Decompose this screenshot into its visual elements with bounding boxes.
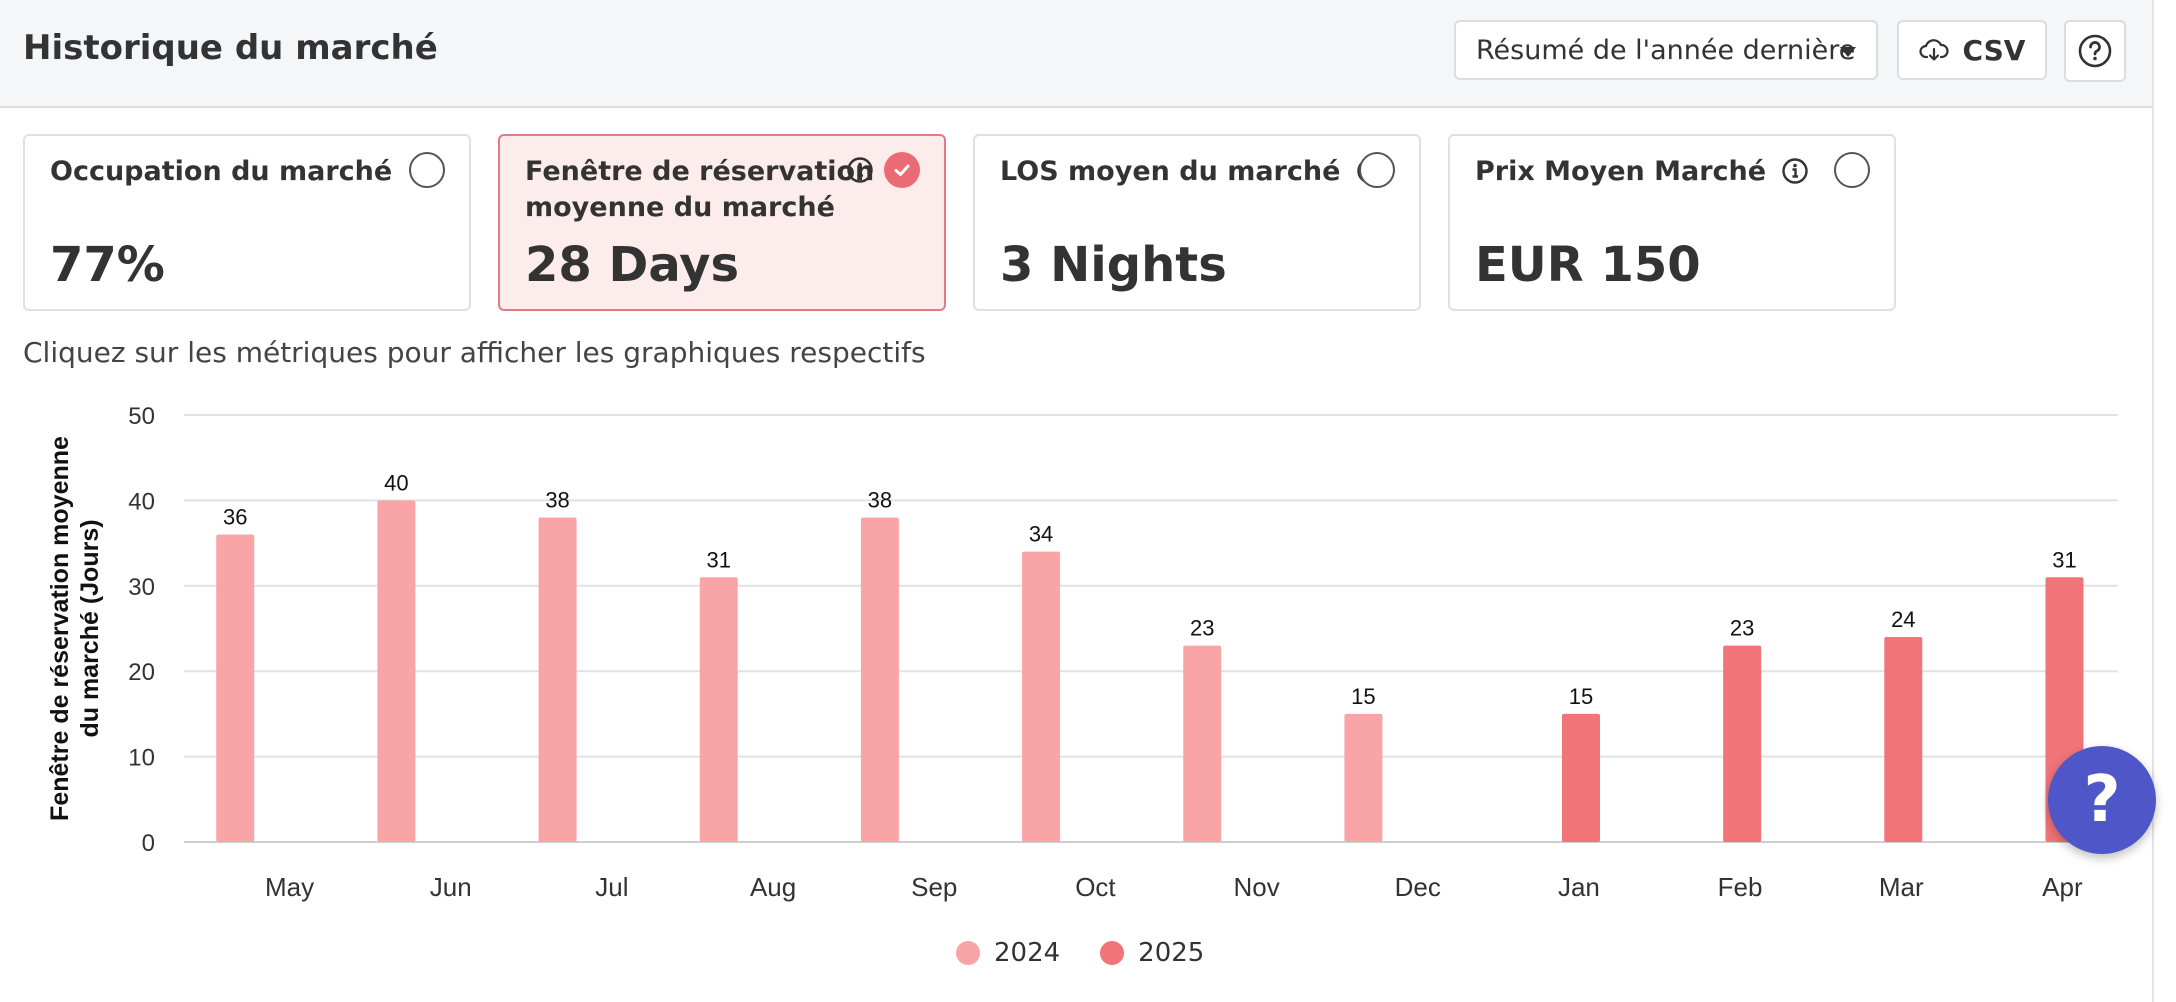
data-label: 34 <box>1029 522 1053 547</box>
metric-card-occupancy[interactable]: Occupation du marché 77% <box>23 134 471 311</box>
data-label: 38 <box>868 487 892 512</box>
bar-2024-Dec <box>1344 713 1383 842</box>
data-label: 23 <box>1190 616 1214 641</box>
bar-2024-May <box>216 534 255 842</box>
panel-header: Historique du marché Résumé de l'année d… <box>0 0 2152 108</box>
data-label: 15 <box>1569 684 1593 709</box>
data-label: 31 <box>706 547 730 572</box>
y-tick-label: 0 <box>142 830 155 857</box>
metric-value: EUR 150 <box>1475 237 1701 293</box>
y-axis-label-line1: Fenêtre de réservation moyenne <box>46 436 74 821</box>
info-icon[interactable] <box>1781 157 1809 185</box>
x-tick-label: Aug <box>750 872 796 902</box>
metric-label: Occupation du marché <box>50 154 436 190</box>
data-label: 38 <box>545 487 569 512</box>
metric-value: 28 Days <box>525 237 740 293</box>
x-tick-label: Dec <box>1395 872 1441 902</box>
chevron-down-icon <box>1840 47 1856 57</box>
metric-label-text: Occupation du marché <box>50 156 393 187</box>
x-tick-label: Apr <box>2042 872 2083 902</box>
x-tick-label: Mar <box>1879 872 1924 902</box>
cloud-download-icon <box>1919 39 1949 61</box>
metric-label-text: Fenêtre de réservation <box>525 156 875 187</box>
data-label: 40 <box>384 470 408 495</box>
y-tick-label: 50 <box>128 403 155 430</box>
x-tick-label: Feb <box>1718 872 1763 902</box>
booking-window-bar-chart: 0 10 20 30 40 50 Fenêtre de réservation moyenn… <box>46 403 2118 902</box>
legend-dot-2024 <box>956 941 980 965</box>
bar-2024-Jul <box>538 517 577 842</box>
legend-item-2024[interactable]: 2024 <box>956 938 1060 968</box>
metric-radio[interactable] <box>409 152 445 188</box>
metrics-hint: Cliquez sur les métriques pour afficher … <box>23 336 926 369</box>
metric-value: 77% <box>50 237 165 293</box>
metric-radio[interactable] <box>1834 152 1870 188</box>
bar-2024-Aug <box>699 577 738 842</box>
metric-label: Fenêtre de réservation moyenne du marché <box>525 154 874 226</box>
bar-2024-Oct <box>1022 551 1061 842</box>
data-label: 31 <box>2052 547 2076 572</box>
page-title: Historique du marché <box>23 28 438 68</box>
metric-card-avg-price[interactable]: Prix Moyen Marché EUR 150 <box>1448 134 1896 311</box>
chart-legend: 2024 2025 <box>956 938 1204 968</box>
metric-radio-checked[interactable] <box>884 152 920 188</box>
metric-card-los[interactable]: LOS moyen du marché 3 Nights <box>973 134 1421 311</box>
x-tick-label: Nov <box>1233 872 1279 902</box>
help-chat-button[interactable]: ? <box>2048 746 2156 854</box>
y-tick-label: 10 <box>128 745 155 772</box>
bar-2025-Mar <box>1884 637 1923 842</box>
y-tick-label: 20 <box>128 659 155 686</box>
data-label: 24 <box>1891 607 1915 632</box>
period-select-value: Résumé de l'année dernière <box>1476 34 1856 66</box>
period-select[interactable]: Résumé de l'année dernière <box>1454 20 1878 80</box>
metric-label-text: Prix Moyen Marché <box>1475 156 1767 187</box>
metric-label-text-line2: moyenne du marché <box>525 192 835 223</box>
bar-2024-Sep <box>860 517 899 842</box>
x-tick-label: Jun <box>430 872 472 902</box>
legend-item-2025[interactable]: 2025 <box>1100 938 1204 968</box>
y-axis-label-line2: du marché (Jours) <box>76 519 104 737</box>
y-tick-label: 40 <box>128 488 155 515</box>
legend-label: 2024 <box>994 938 1061 968</box>
x-tick-label: Sep <box>911 872 957 902</box>
csv-label: CSV <box>1962 33 2026 67</box>
legend-label: 2025 <box>1138 938 1205 968</box>
metric-label-text: LOS moyen du marché <box>1000 156 1341 187</box>
data-label: 23 <box>1730 616 1754 641</box>
x-tick-label: Jul <box>595 872 628 902</box>
question-circle-icon <box>2078 34 2112 68</box>
info-icon[interactable] <box>846 156 874 184</box>
question-mark-icon: ? <box>2083 763 2121 837</box>
bar-2024-Jun <box>377 500 416 842</box>
check-icon <box>894 164 910 176</box>
x-tick-label: May <box>265 872 314 902</box>
y-tick-label: 30 <box>128 574 155 601</box>
bar-2025-Feb <box>1723 645 1762 842</box>
metric-value: 3 Nights <box>1000 237 1227 293</box>
metric-radio[interactable] <box>1359 152 1395 188</box>
x-tick-label: Oct <box>1075 872 1116 902</box>
y-axis-label: Fenêtre de réservation moyennedu marché … <box>46 436 104 821</box>
metric-card-booking-window[interactable]: Fenêtre de réservation moyenne du marché… <box>498 134 946 311</box>
x-tick-label: Jan <box>1558 872 1600 902</box>
csv-download-button[interactable]: CSV <box>1897 20 2047 80</box>
data-label: 15 <box>1351 684 1375 709</box>
help-button[interactable] <box>2064 20 2126 82</box>
metric-label: LOS moyen du marché <box>1000 154 1384 190</box>
legend-dot-2025 <box>1100 941 1125 965</box>
metric-label: Prix Moyen Marché <box>1475 154 1809 190</box>
metric-card-icons <box>846 152 920 188</box>
bar-2025-Jan <box>1561 713 1600 842</box>
data-label: 36 <box>223 505 247 530</box>
bar-2024-Nov <box>1183 645 1222 842</box>
